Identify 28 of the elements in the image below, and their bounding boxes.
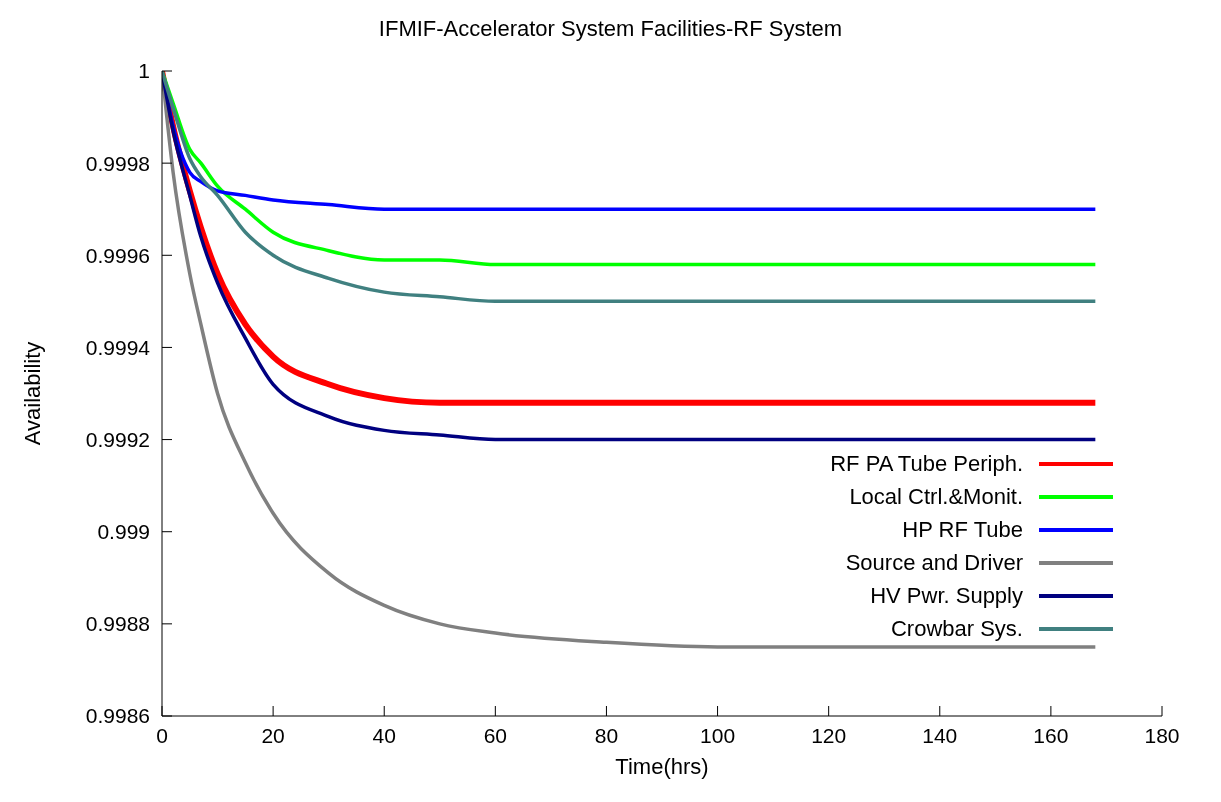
y-tick-label: 0.9988 <box>85 612 150 636</box>
x-tick-label: 120 <box>811 723 847 747</box>
x-tick-label: 0 <box>156 723 168 747</box>
y-tick-label: 0.9992 <box>85 428 150 452</box>
x-tick-label: 20 <box>261 723 285 747</box>
y-tick-label: 1 <box>138 59 150 83</box>
legend-label: Local Ctrl.&Monit. <box>849 483 1023 511</box>
x-tick-label: 160 <box>1033 723 1069 747</box>
legend-label: RF PA Tube Periph. <box>830 450 1023 478</box>
line-series <box>162 71 1098 304</box>
legend-label: Crowbar Sys. <box>890 615 1023 643</box>
x-tick-label: 40 <box>372 723 396 747</box>
x-tick-label: 180 <box>1144 723 1180 747</box>
x-axis-title: Time(hrs) <box>615 754 709 779</box>
y-axis-title: Availability <box>19 341 45 446</box>
y-tick-label: 0.999 <box>97 520 150 544</box>
legend-label: HP RF Tube <box>902 516 1023 544</box>
x-tick-label: 80 <box>594 723 619 747</box>
x-tick-label: 100 <box>700 723 736 747</box>
chart-title: IFMIF-Accelerator System Facilities-RF System <box>377 16 844 42</box>
x-tick-label: 140 <box>922 723 958 747</box>
y-tick-label: 0.9994 <box>85 335 151 359</box>
legend-label: HV Pwr. Supply <box>870 582 1023 610</box>
y-tick-label: 0.9986 <box>85 704 150 728</box>
y-tick-label: 0.9996 <box>85 243 150 267</box>
legend-label: Source and Driver <box>845 549 1023 577</box>
y-tick-label: 0.9998 <box>85 151 150 175</box>
x-tick-label: 60 <box>483 723 508 747</box>
